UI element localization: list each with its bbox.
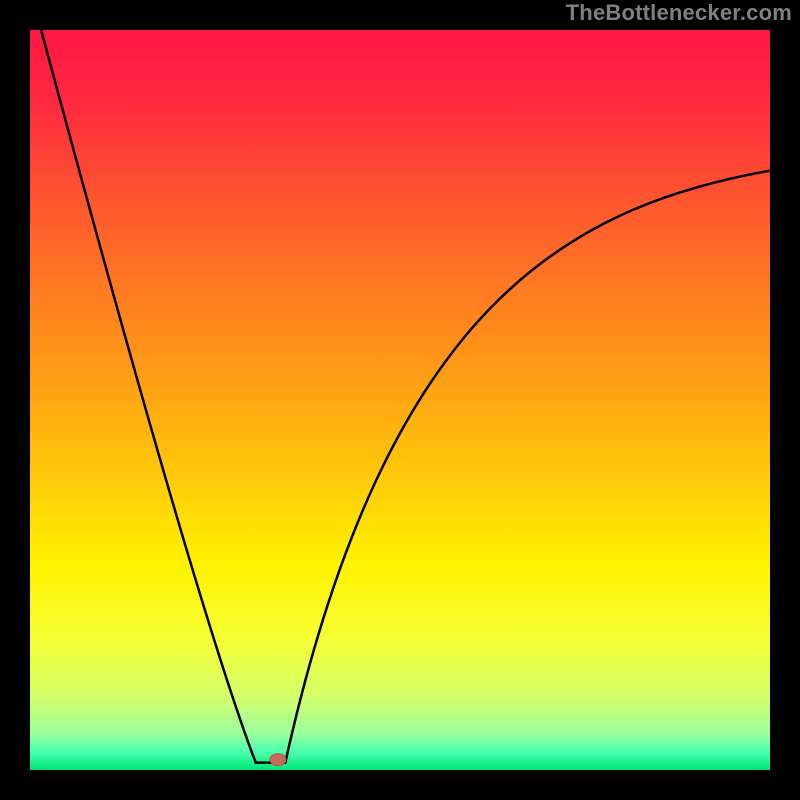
chart-container: TheBottlenecker.com [0,0,800,800]
chart-background [30,30,770,770]
watermark-text: TheBottlenecker.com [566,0,792,26]
optimal-point-marker [270,754,286,766]
bottleneck-curve-chart [0,0,800,800]
